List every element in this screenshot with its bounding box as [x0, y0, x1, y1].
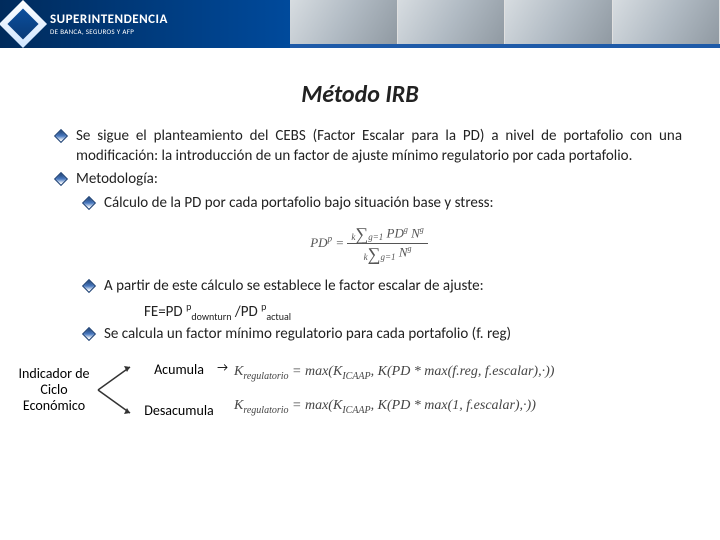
logo-subtitle: DE BANCA, SEGUROS Y AFP [50, 27, 168, 36]
page-title: Método IRB [0, 80, 720, 109]
header-photo-strip [290, 0, 720, 48]
diamond-bullet-icon [54, 129, 68, 143]
formula-pd: PDp = k∑g=1 PDg Ng k∑g=1 Ng [56, 225, 682, 263]
k-formulas: Kregulatorio = max(KICAAP, K(PD * max(f.… [224, 364, 708, 416]
logo-diamond-icon [0, 0, 47, 48]
bullet-text: Metodología: [76, 170, 682, 190]
bullet-item: Se calcula un factor mínimo regulatorio … [84, 325, 682, 345]
arrow-labels: Acumula Desacumula [134, 361, 224, 419]
content: Se sigue el planteamiento del CEBS (Fact… [0, 127, 720, 345]
bottom-section: Indicador de Ciclo Económico Acumula Des… [0, 351, 720, 425]
header-photo [290, 0, 398, 44]
logo-text: SUPERINTENDENCIA DE BANCA, SEGUROS Y AFP [50, 12, 168, 36]
k-formula-1: Kregulatorio = max(KICAAP, K(PD * max(f.… [234, 364, 708, 382]
arrows-icon [94, 355, 134, 425]
bullet-item: Cálculo de la PD por cada portafolio baj… [84, 194, 682, 214]
header: SUPERINTENDENCIA DE BANCA, SEGUROS Y AFP [0, 0, 720, 58]
bullet-text: Cálculo de la PD por cada portafolio baj… [104, 194, 682, 214]
header-photo [398, 0, 506, 44]
header-photo [613, 0, 720, 44]
bullet-item: Se sigue el planteamiento del CEBS (Fact… [56, 127, 682, 166]
header-photo [505, 0, 613, 44]
diamond-bullet-icon [54, 172, 68, 186]
bullet-text: Se calcula un factor mínimo regulatorio … [104, 325, 682, 345]
fe-formula: FE=PD pdownturn /PD pactual [144, 300, 682, 323]
bullet-text: A partir de este cálculo se establece le… [104, 277, 682, 297]
bullet-item: A partir de este cálculo se establece le… [84, 277, 682, 297]
desacumula-label: Desacumula [134, 402, 224, 419]
arrow-diagram [94, 355, 134, 425]
indicator-label: Indicador de Ciclo Económico [14, 366, 94, 414]
bullet-item: Metodología: [56, 170, 682, 190]
diamond-bullet-icon [82, 327, 96, 341]
diamond-bullet-icon [82, 279, 96, 293]
acumula-label: Acumula [134, 361, 224, 378]
bullet-text: Se sigue el planteamiento del CEBS (Fact… [76, 127, 682, 166]
k-formula-2: Kregulatorio = max(KICAAP, K(PD * max(1,… [234, 398, 708, 416]
logo-title: SUPERINTENDENCIA [50, 12, 168, 27]
logo-block: SUPERINTENDENCIA DE BANCA, SEGUROS Y AFP [0, 0, 290, 48]
diamond-bullet-icon [82, 195, 96, 209]
